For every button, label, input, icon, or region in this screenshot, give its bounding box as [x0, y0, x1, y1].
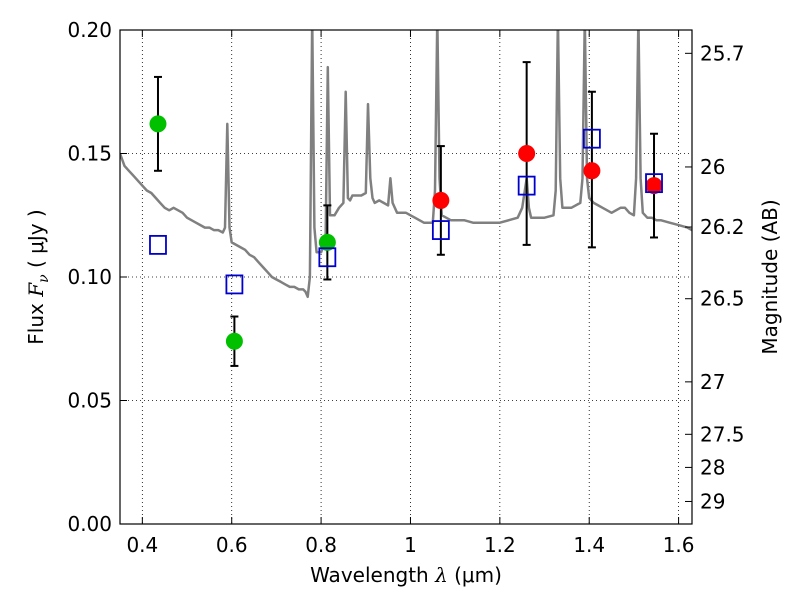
y-tick-label: 0.10: [67, 265, 112, 289]
observed-flux-point: [583, 162, 601, 180]
model-spectrum-line: [120, 30, 692, 299]
mag-tick-label: 26.5: [700, 287, 745, 311]
x-tick-label: 1: [404, 533, 417, 557]
observed-flux-point: [225, 332, 243, 350]
y-tick-label: 0.15: [67, 142, 112, 166]
y-tick-label: 0.20: [67, 18, 112, 42]
model-flux-square: [318, 247, 337, 268]
mag-tick-label: 26: [700, 155, 725, 179]
model-flux-square: [431, 220, 450, 240]
mag-tick-label: 29: [700, 489, 725, 513]
observed-flux-point: [645, 177, 663, 195]
x-axis-label: Wavelength λ (μm): [310, 563, 502, 587]
observed-flux-point: [149, 115, 167, 133]
mag-tick-label: 26.2: [700, 215, 745, 239]
y-axis-label: Flux Fν ( μJy ): [24, 209, 52, 344]
x-tick-label: 1.4: [573, 533, 605, 557]
y-tick-label: 0.00: [67, 512, 112, 536]
mag-tick-label: 27.5: [700, 422, 745, 446]
axis-ticks: 0.4 0.6 0.8 1 1.2 1.4 1.6 0.00 0.05 0.10 0.15 0.20 2…: [67, 18, 744, 557]
model-flux-square: [517, 175, 536, 196]
data-markers: [149, 61, 663, 367]
x-tick-label: 0.4: [126, 533, 158, 557]
model-flux-square: [149, 234, 167, 255]
observed-flux-point: [432, 191, 450, 209]
plot-area: [120, 30, 692, 299]
x-tick-label: 1.6: [663, 533, 695, 557]
y-tick-label: 0.05: [67, 389, 112, 413]
x-tick-label: 0.6: [216, 533, 248, 557]
mag-tick-label: 27: [700, 370, 725, 394]
observed-flux-point: [318, 233, 336, 251]
mag-tick-label: 25.7: [700, 41, 745, 65]
x-tick-label: 1.2: [484, 533, 516, 557]
y2-axis-label: Magnitude (AB): [758, 199, 782, 354]
observed-flux-point: [518, 145, 536, 162]
model-flux-square: [225, 274, 244, 295]
mag-tick-label: 28: [700, 455, 725, 479]
model-flux-square: [583, 128, 601, 149]
x-tick-label: 0.8: [305, 533, 337, 557]
model-flux-square: [645, 173, 663, 194]
